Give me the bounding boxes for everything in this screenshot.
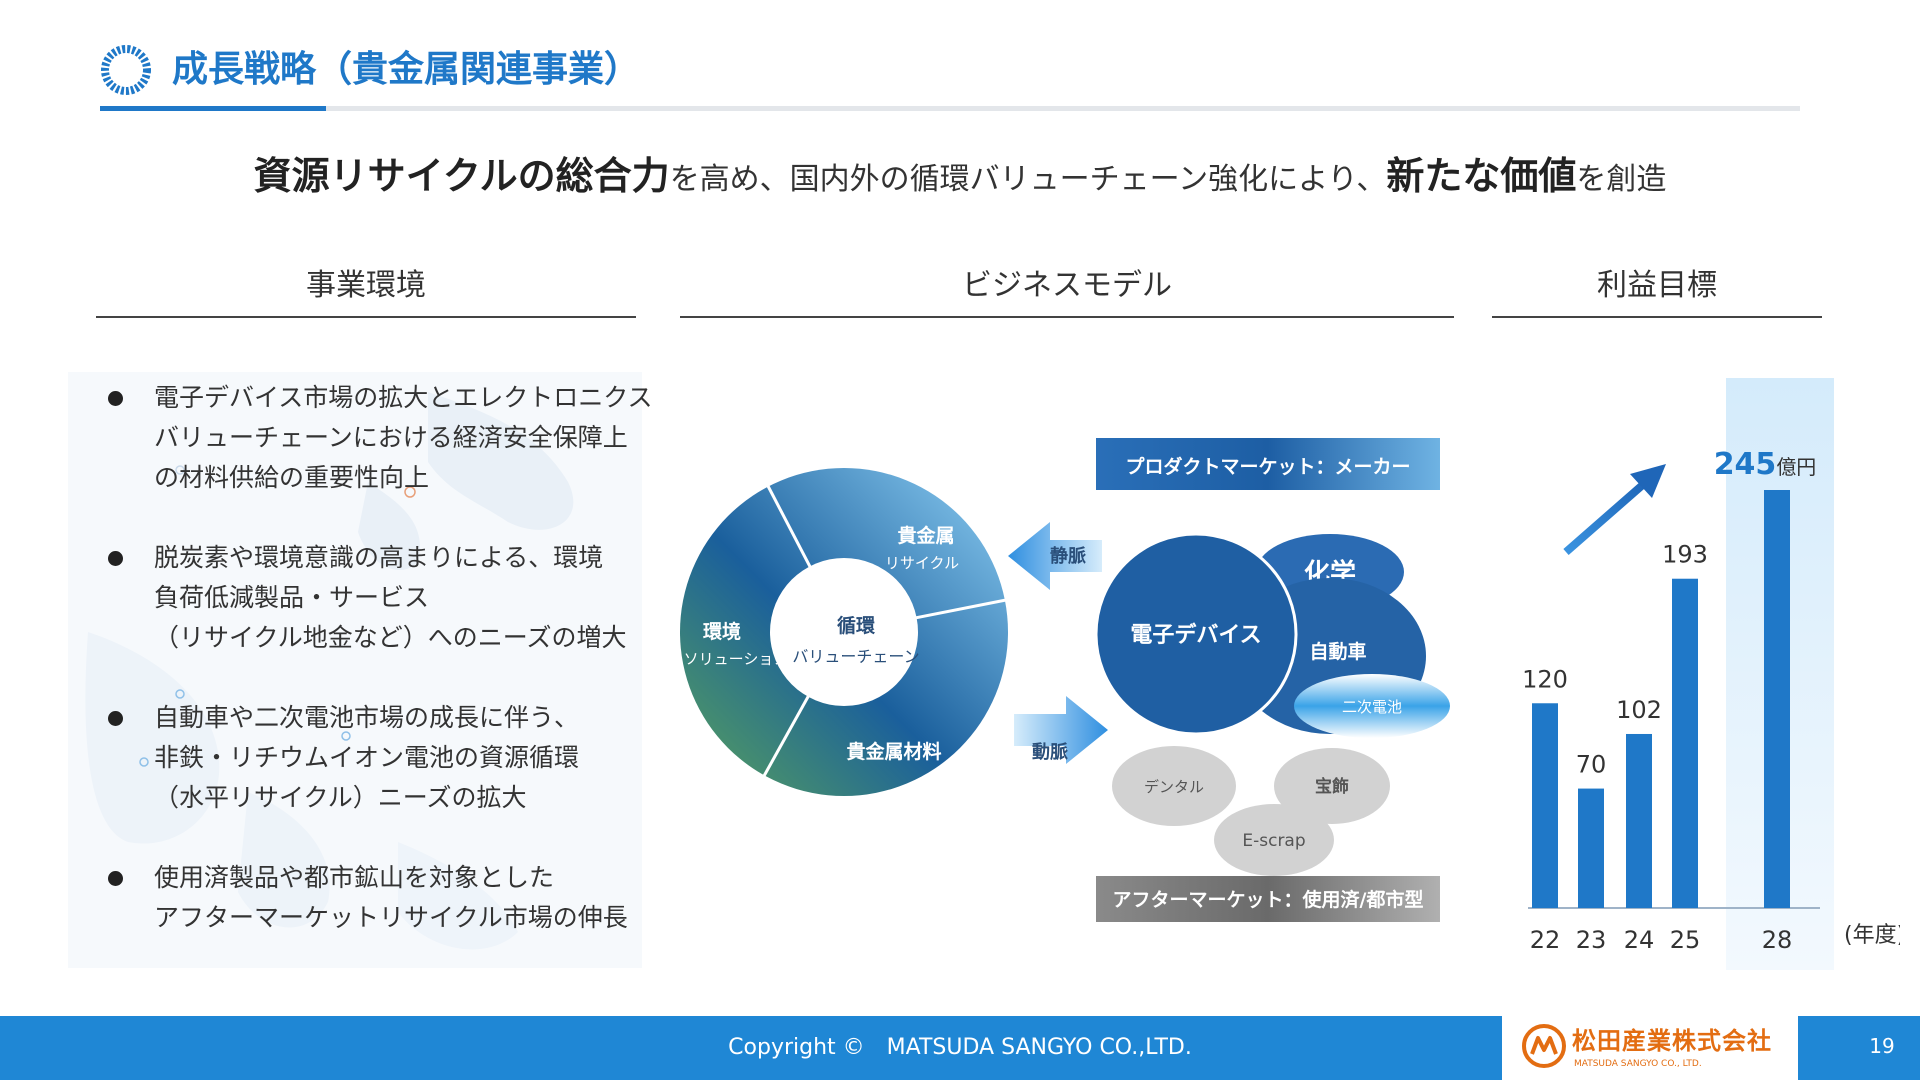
product-market-banner [1096, 438, 1440, 490]
escrap-bubble [1214, 804, 1334, 876]
bar-28 [1764, 490, 1790, 908]
segment-precious-recycle-label: 貴金属 [897, 524, 954, 547]
dental-bubble [1112, 746, 1236, 826]
bar-22 [1532, 703, 1558, 908]
environment-line: （リサイクル地金など）へのニーズの増大 [154, 623, 627, 652]
dental-label: デンタル [1144, 778, 1204, 796]
tagline-bold-2: 新たな価値 [1386, 154, 1577, 198]
company-logo-icon [1522, 1024, 1566, 1068]
section-environment-rule [96, 316, 636, 318]
environment-line: アフターマーケットリサイクル市場の伸長 [154, 903, 628, 932]
page-title: 成長戦略（貴金属関連事業） [172, 49, 641, 90]
environment-line: 使用済製品や都市鉱山を対象とした [154, 863, 555, 892]
electronic-device-label: 電子デバイス [1130, 622, 1261, 648]
section-profit-target: 利益目標 [1597, 268, 1717, 303]
company-name: 松田産業株式会社 [1572, 1027, 1772, 1055]
after-market-label: アフターマーケット：使用済/都市型 [1113, 888, 1424, 911]
section-business-model-rule [680, 316, 1454, 318]
jewelry-bubble [1274, 748, 1390, 824]
product-market-label: プロダクトマーケット：メーカー [1125, 455, 1410, 478]
environment-line: （水平リサイクル）ニーズの拡大 [154, 783, 527, 812]
battery-label: 二次電池 [1342, 698, 1402, 716]
x-unit-label: (年度) [1844, 923, 1900, 948]
arrow-upper-label: 静脈 [1050, 545, 1086, 567]
bullet-icon [108, 871, 123, 886]
arrow-lower-label: 動脈 [1032, 741, 1068, 763]
background-map-image [85, 392, 574, 950]
battery-bubble [1294, 674, 1450, 738]
segment-precious-material-label: 貴金属材料 [846, 740, 941, 763]
tagline-text-1: を高め、国内外の循環バリューチェーン強化により、 [669, 162, 1387, 197]
ring-center-label: 循環 [837, 614, 876, 637]
title-rule [100, 106, 1800, 111]
environment-line: 電子デバイス市場の拡大とエレクトロニクス [154, 383, 653, 412]
business-model-diagram: 循環 バリューチェーン 貴金属 リサイクル 環境 ソリューション 貴金属材料 静… [680, 438, 1450, 922]
after-market-banner [1096, 876, 1440, 922]
tagline: 資源リサイクルの総合力を高め、国内外の循環バリューチェーン強化により、新たな価値… [0, 148, 1920, 208]
tagline-bold-1: 資源リサイクルの総合力 [253, 154, 670, 198]
x-tick-label: 23 [1576, 926, 1607, 954]
segment-env-solution-label: ソリューション [684, 650, 789, 668]
escrap-label: E-scrap [1242, 831, 1305, 851]
environment-line: 脱炭素や環境意識の高まりによる、環境 [154, 543, 604, 572]
bar-23 [1578, 788, 1604, 908]
tagline-text-2: を創造 [1576, 162, 1667, 197]
section-business-model: ビジネスモデル [962, 268, 1172, 303]
bar-value-label: 70 [1576, 751, 1607, 779]
section-profit-target-rule [1492, 316, 1822, 318]
ring-center-label: バリューチェーン [792, 647, 919, 666]
bar-value-unit: 億円 [1776, 455, 1816, 479]
title-rule-accent [100, 106, 326, 111]
segment-env-solution-label: 環境 [703, 620, 741, 643]
environment-line: 負荷低減製品・サービス [154, 583, 430, 612]
bullet-icon [108, 711, 123, 726]
bar-value-label: 193 [1662, 541, 1708, 569]
electronic-device-bubble [1094, 532, 1298, 736]
bullet-icon [108, 391, 123, 406]
environment-panel: 電子デバイス市場の拡大とエレクトロニクス バリューチェーンにおける経済安全保障上… [68, 372, 653, 968]
environment-line: バリューチェーンにおける経済安全保障上 [154, 423, 628, 452]
environment-line: 自動車や二次電池市場の成長に伴う、 [154, 703, 580, 732]
environment-line: 非鉄・リチウムイオン電池の資源循環 [154, 743, 580, 772]
section-environment: 事業環境 [306, 268, 426, 303]
company-sub: MATSUDA SANGYO CO., LTD. [1574, 1059, 1702, 1069]
x-tick-label: 25 [1670, 926, 1701, 954]
x-tick-label: 22 [1530, 926, 1561, 954]
environment-item: 脱炭素や環境意識の高まりによる、環境 負荷低減製品・サービス （リサイクル地金な… [108, 538, 628, 658]
environment-list: 電子デバイス市場の拡大とエレクトロニクス バリューチェーンにおける経済安全保障上… [108, 378, 653, 978]
x-tick-label: 28 [1762, 926, 1793, 954]
bullet-icon [108, 551, 123, 566]
environment-item: 電子デバイス市場の拡大とエレクトロニクス バリューチェーンにおける経済安全保障上… [108, 378, 653, 498]
environment-item: 自動車や二次電池市場の成長に伴う、 非鉄・リチウムイオン電池の資源循環 （水平リ… [108, 698, 628, 818]
environment-item: 使用済製品や都市鉱山を対象とした アフターマーケットリサイクル市場の伸長 [108, 858, 628, 938]
segment-precious-recycle-label: リサイクル [885, 554, 959, 572]
arrow-left-icon: 静脈 [1008, 522, 1102, 590]
environment-line: の材料供給の重要性向上 [154, 463, 430, 492]
jewelry-label: 宝飾 [1315, 776, 1349, 797]
x-tick-label: 24 [1624, 926, 1655, 954]
bar-24 [1626, 733, 1652, 908]
bar-value-label: 120 [1522, 665, 1568, 693]
page-number: 19 [1869, 1034, 1895, 1058]
value-chain-ring: 循環 バリューチェーン 貴金属 リサイクル 環境 ソリューション 貴金属材料 [680, 468, 1008, 796]
bar-value-label: 102 [1616, 696, 1662, 724]
arrow-right-icon: 動脈 [1014, 696, 1108, 764]
title-ring-icon [101, 45, 151, 95]
footer-copyright: Copyright © MATSUDA SANGYO CO.,LTD. [728, 1035, 1192, 1060]
bar-25 [1672, 578, 1698, 908]
growth-arrow-icon [1563, 464, 1666, 556]
auto-label: 自動車 [1309, 640, 1366, 663]
